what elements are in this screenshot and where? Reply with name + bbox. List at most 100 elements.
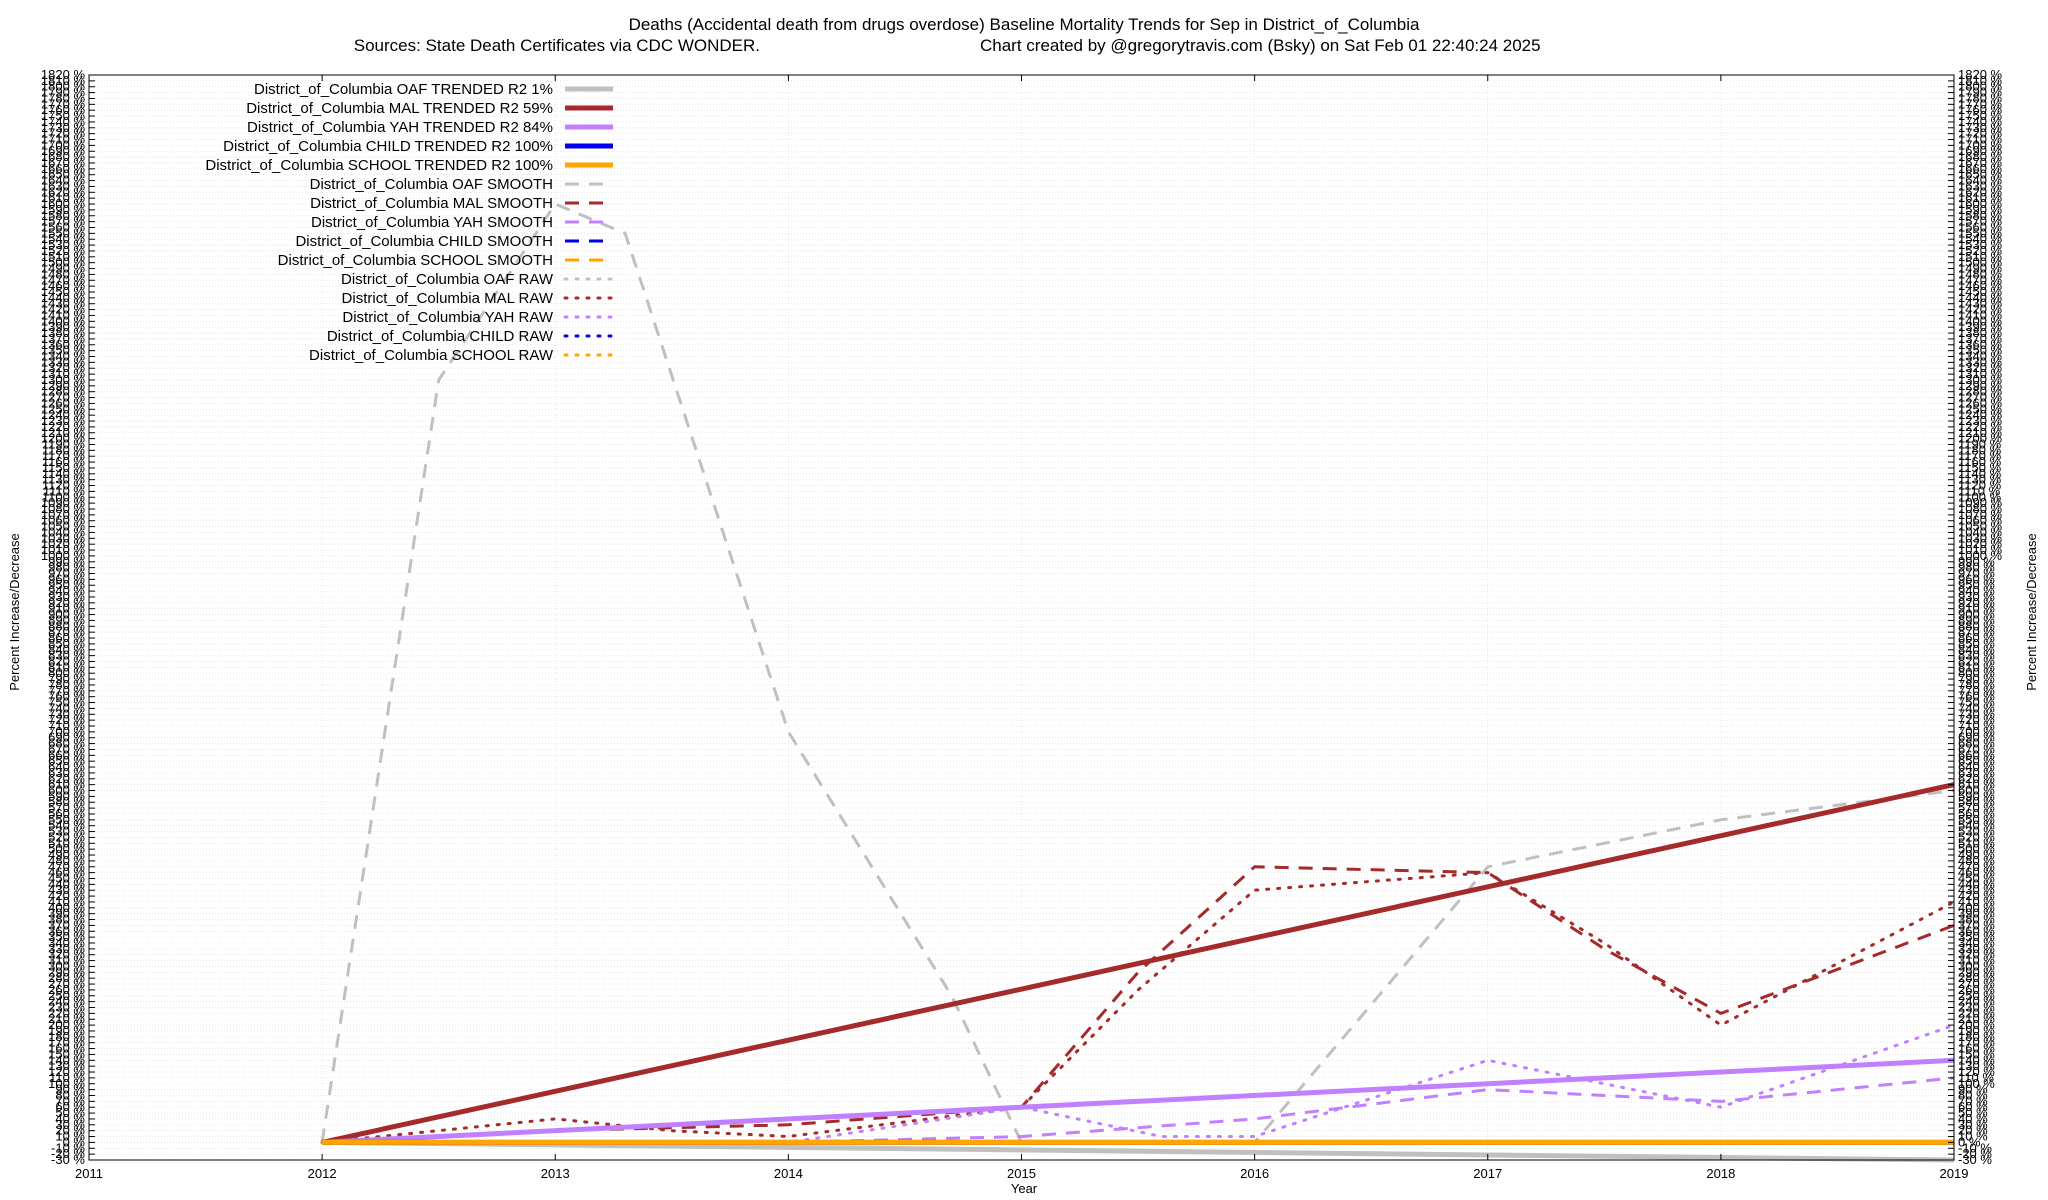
y-tick-label: 120 % [48,1064,85,1079]
y-axis-label-right: Percent Increase/Decrease [2024,533,2039,691]
y-tick-label: 600 % [48,783,85,798]
y-tick-label: 410 % [1958,894,1995,909]
y-tick-label: 280 % [1958,970,1995,985]
y-tick-label: 780 % [48,677,85,692]
y-tick-label: 1430 % [1958,296,2003,311]
y-tick-label: 1750 % [1958,108,2003,123]
y-tick-label: 1440 % [1958,290,2003,305]
y-tick-label: 870 % [1958,624,1995,639]
y-tick-label: 1620 % [41,184,86,199]
y-tick-label: 590 % [1958,788,1995,803]
legend-label: District_of_Columbia SCHOOL RAW [309,347,554,364]
y-tick-label: 350 % [48,929,85,944]
y-tick-label: 460 % [1958,865,1995,880]
y-tick-label: 1600 % [1958,196,2003,211]
y-tick-label: 470 % [1958,859,1995,874]
y-tick-label: 30 % [55,1117,85,1132]
y-tick-label: 580 % [1958,794,1995,809]
y-tick-label: 100 % [1958,1076,1995,1091]
y-tick-label: 1540 % [41,231,86,246]
y-tick-label: 990 % [1958,554,1995,569]
x-axis-label: Year [1011,1181,1038,1196]
y-tick-label: 1260 % [41,395,86,410]
y-tick-label: 1670 % [41,155,86,170]
y-tick-label: 580 % [48,794,85,809]
y-tick-label: 150 % [1958,1046,1995,1061]
y-tick-label: 530 % [48,824,85,839]
y-tick-label: 1100 % [42,489,86,504]
y-tick-label: 430 % [48,882,85,897]
y-tick-label: 100 % [48,1076,85,1091]
y-tick-label: 510 % [1958,835,1995,850]
y-tick-label: 520 % [48,829,85,844]
y-tick-label: 930 % [48,589,85,604]
y-tick-label: 130 % [48,1058,85,1073]
y-tick-label: 1140 % [1958,466,2002,481]
y-tick-label: 1150 % [42,460,86,475]
y-tick-label: 1050 % [41,519,86,534]
y-tick-label: 790 % [48,671,85,686]
y-tick-label: 410 % [48,894,85,909]
y-tick-label: 260 % [1958,982,1995,997]
y-tick-label: 310 % [48,953,85,968]
y-tick-label: 1070 % [41,507,86,522]
y-tick-label: 660 % [1958,747,1995,762]
y-tick-label: 540 % [1958,818,1995,833]
y-tick-label: 730 % [48,706,85,721]
legend-label: District_of_Columbia SCHOOL SMOOTH [278,252,553,269]
y-tick-label: 780 % [1958,677,1995,692]
y-tick-label: 1760 % [1958,102,2003,117]
legend-label: District_of_Columbia OAF RAW [341,271,554,288]
y-tick-label: 650 % [1958,753,1995,768]
y-tick-label: 800 % [1958,665,1995,680]
y-tick-label: 560 % [48,806,85,821]
y-tick-label: 250 % [1958,988,1995,1003]
y-tick-label: 1510 % [1958,249,2003,264]
y-tick-label: 1400 % [41,313,86,328]
y-tick-label: 910 % [48,601,85,616]
y-tick-label: 940 % [48,583,85,598]
y-tick-label: 1600 % [41,196,86,211]
y-tick-label: 680 % [48,736,85,751]
y-tick-label: 1760 % [41,102,86,117]
y-tick-label: 1500 % [1958,255,2003,270]
y-tick-label: 1680 % [41,149,86,164]
y-tick-label: 1300 % [41,372,86,387]
y-axis-right: -30 %-20 %-10 %0 %10 %20 %30 %40 %50 %60… [1948,67,2003,1167]
y-tick-label: -20 % [1958,1146,1992,1161]
y-tick-label: 30 % [1958,1117,1988,1132]
y-tick-label: 1820 % [41,67,86,82]
legend: District_of_Columbia OAF TRENDED R2 1% Di… [205,81,615,364]
y-tick-label: 1770 % [41,96,86,111]
y-tick-label: 880 % [48,618,85,633]
y-tick-label: 40 % [55,1111,85,1126]
x-tick-label: 2013 [541,1166,570,1181]
y-tick-label: 80 % [55,1087,85,1102]
legend-label: District_of_Columbia SCHOOL TRENDED R2 1… [205,157,553,174]
y-tick-label: 1170 % [42,448,86,463]
y-tick-label: 1690 % [41,143,86,158]
y-tick-label: 690 % [1958,730,1995,745]
y-tick-label: 1280 % [1958,384,2003,399]
y-tick-label: 140 % [1958,1052,1995,1067]
y-tick-label: 910 % [1958,601,1995,616]
y-tick-label: 730 % [1958,706,1995,721]
y-tick-label: 160 % [48,1041,85,1056]
y-tick-label: 1270 % [41,390,86,405]
y-tick-label: 860 % [48,630,85,645]
y-tick-label: 360 % [48,923,85,938]
y-tick-label: 1410 % [41,307,86,322]
y-tick-label: 370 % [1958,917,1995,932]
legend-label: District_of_Columbia CHILD RAW [327,328,554,345]
y-tick-label: 1440 % [41,290,86,305]
y-tick-label: 1730 % [1958,120,2003,135]
y-tick-label: 1100 % [1958,489,2002,504]
legend-label: District_of_Columbia CHILD TRENDED R2 10… [223,138,553,155]
y-tick-label: 570 % [48,800,85,815]
y-tick-label: 1290 % [41,378,86,393]
y-tick-label: 1000 % [41,548,86,563]
y-tick-label: 1580 % [1958,208,2003,223]
y-tick-label: 760 % [1958,689,1995,704]
y-tick-label: 190 % [1958,1023,1995,1038]
y-tick-label: 880 % [1958,618,1995,633]
